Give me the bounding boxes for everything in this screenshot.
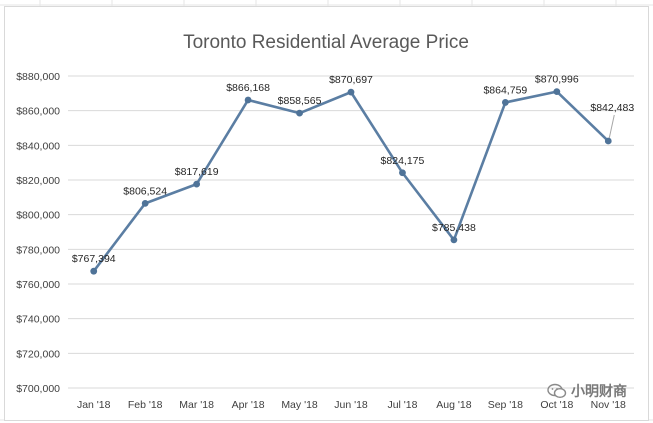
data-point[interactable] — [90, 267, 98, 275]
chart-area[interactable] — [4, 6, 649, 421]
data-labels: $767,394 $806,524 $817,619 $866,168 $858,565… — [72, 74, 635, 266]
y-axis-ticks: $700,000 $720,000 $740,000 $760,000 $780,000… — [16, 71, 60, 395]
label-leader-line — [608, 114, 615, 139]
data-point[interactable] — [399, 169, 406, 177]
x-tick-label: Nov '18 — [591, 399, 626, 411]
series-line — [92, 90, 610, 272]
data-point[interactable] — [296, 109, 303, 117]
data-label: $858,565 — [278, 95, 322, 107]
y-tick-label: $800,000 — [16, 210, 60, 222]
data-label: $842,483 — [590, 102, 634, 114]
y-tick-label: $880,000 — [16, 71, 60, 83]
data-label: $767,394 — [72, 253, 116, 265]
series-line-layer — [92, 90, 610, 272]
data-label: $864,759 — [483, 84, 527, 96]
data-label: $866,168 — [226, 82, 270, 94]
gridlines — [68, 75, 634, 389]
x-tick-label: Jul '18 — [387, 399, 417, 411]
chart-title: Toronto Residential Average Price — [183, 32, 469, 53]
data-point[interactable] — [193, 180, 201, 188]
x-tick-label: Jan '18 — [77, 399, 111, 411]
x-tick-label: Jun '18 — [334, 399, 368, 411]
data-label: $870,996 — [535, 74, 579, 86]
data-point[interactable] — [244, 96, 252, 104]
data-point[interactable] — [604, 137, 612, 145]
y-tick-label: $700,000 — [16, 383, 60, 395]
y-tick-label: $820,000 — [16, 175, 60, 187]
y-tick-label: $860,000 — [16, 106, 60, 118]
y-tick-label: $720,000 — [16, 348, 60, 360]
x-tick-label: Mar '18 — [179, 399, 214, 411]
data-point[interactable] — [141, 199, 149, 207]
y-tick-label: $780,000 — [16, 244, 60, 256]
x-tick-label: Sep '18 — [488, 399, 523, 411]
x-tick-label: May '18 — [281, 399, 318, 411]
y-tick-label: $740,000 — [16, 314, 60, 326]
data-label: $870,697 — [329, 74, 373, 86]
x-axis-ticks: Jan '18 Feb '18 Mar '18 Apr '18 May '18 Jun '… — [77, 399, 626, 411]
y-tick-label: $840,000 — [16, 140, 60, 152]
y-tick-label: $760,000 — [16, 279, 60, 291]
x-tick-label: Apr '18 — [232, 399, 265, 411]
data-point[interactable] — [501, 99, 509, 106]
data-point[interactable] — [553, 88, 561, 96]
x-tick-label: Oct '18 — [540, 399, 573, 411]
data-label: $806,524 — [123, 185, 167, 197]
data-label: $824,175 — [381, 155, 425, 167]
data-label: $785,438 — [432, 222, 476, 234]
watermark-text: 小明财商 — [571, 383, 627, 399]
x-tick-label: Aug '18 — [436, 399, 471, 411]
watermark: 小明财商 — [547, 381, 627, 401]
data-label: $817,619 — [175, 166, 219, 178]
series-points — [90, 88, 612, 275]
wechat-bubble-icon — [547, 383, 567, 399]
x-tick-label: Feb '18 — [128, 399, 163, 411]
data-point[interactable] — [347, 88, 355, 96]
data-point[interactable] — [450, 236, 458, 244]
